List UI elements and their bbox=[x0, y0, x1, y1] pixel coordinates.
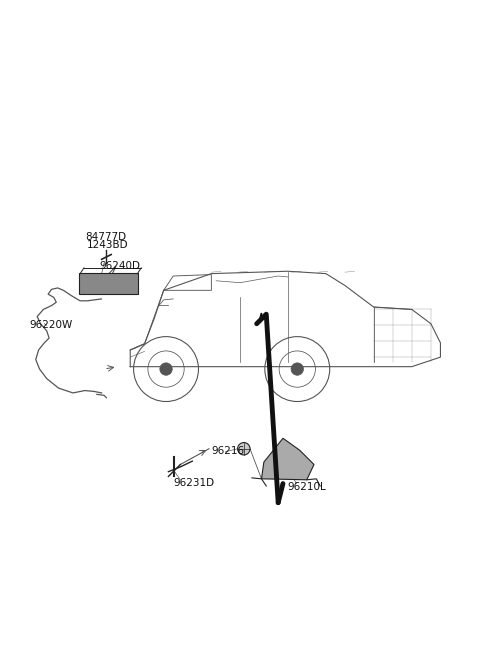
Text: 96210L: 96210L bbox=[288, 482, 326, 492]
Text: 1243BD: 1243BD bbox=[86, 240, 128, 250]
Circle shape bbox=[291, 363, 303, 375]
Text: 96240D: 96240D bbox=[99, 261, 140, 271]
Text: 84777D: 84777D bbox=[85, 232, 126, 242]
Circle shape bbox=[238, 443, 250, 455]
Text: 96216: 96216 bbox=[211, 446, 244, 456]
Text: 96231D: 96231D bbox=[173, 478, 214, 488]
Polygon shape bbox=[262, 438, 314, 480]
Circle shape bbox=[160, 363, 172, 375]
FancyBboxPatch shape bbox=[79, 273, 138, 294]
Text: 96220W: 96220W bbox=[29, 321, 72, 330]
